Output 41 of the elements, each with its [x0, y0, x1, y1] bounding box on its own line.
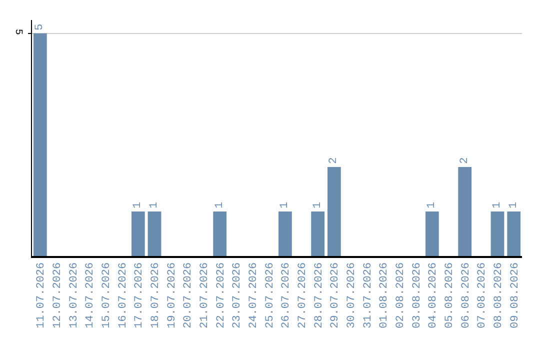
x-tick-label: 26.07.2026 — [280, 262, 293, 328]
data-label: 1 — [426, 201, 438, 208]
x-tick-label: 06.08.2026 — [460, 262, 472, 328]
x-tick-label: 19.07.2026 — [166, 262, 178, 328]
x-tick-label: 09.08.2026 — [509, 262, 522, 328]
data-label: 1 — [214, 201, 226, 208]
x-tick-label: 24.07.2026 — [248, 262, 260, 328]
data-label: 1 — [492, 201, 504, 208]
x-tick-label: 05.08.2026 — [444, 262, 456, 328]
data-label: 2 — [328, 157, 340, 164]
x-tick-label: 29.07.2026 — [330, 262, 342, 328]
data-label: 1 — [132, 201, 144, 208]
x-tick-label: 04.08.2026 — [428, 262, 440, 328]
x-tick-label: 31.07.2026 — [362, 262, 374, 328]
x-tick-label: 20.07.2026 — [182, 262, 195, 328]
x-tick-label: 01.08.2026 — [378, 262, 391, 328]
x-tick-label: 02.08.2026 — [395, 262, 408, 328]
x-tick-label: 23.07.2026 — [232, 262, 244, 328]
x-tick-label: 11.07.2026 — [36, 262, 48, 328]
x-tick-label: 30.07.2026 — [346, 262, 358, 328]
data-label: 2 — [458, 157, 471, 164]
data-label: 1 — [312, 201, 324, 208]
data-label: 1 — [279, 201, 292, 208]
data-label: 1 — [508, 201, 520, 208]
x-tick-label: 22.07.2026 — [215, 262, 228, 328]
x-tick-label: 14.07.2026 — [84, 262, 97, 328]
x-tick-label: 27.07.2026 — [297, 262, 310, 328]
x-tick-label: 25.07.2026 — [264, 262, 276, 328]
data-label: 1 — [148, 201, 160, 208]
data-label: 5 — [34, 24, 46, 30]
x-tick-label: 28.07.2026 — [313, 262, 326, 328]
x-tick-label: 12.07.2026 — [52, 262, 64, 328]
x-tick-label: 15.07.2026 — [101, 262, 114, 328]
x-tick-label: 13.07.2026 — [68, 262, 80, 328]
x-tick-label: 21.07.2026 — [199, 262, 212, 328]
x-tick-label: 17.07.2026 — [134, 262, 146, 328]
x-tick-label: 08.08.2026 — [493, 262, 506, 328]
x-tick-label: 03.08.2026 — [411, 262, 424, 328]
x-tick-label: 07.08.2026 — [476, 262, 489, 328]
x-tick-label: 18.07.2026 — [150, 262, 162, 328]
x-tick-label: 16.07.2026 — [117, 262, 130, 328]
